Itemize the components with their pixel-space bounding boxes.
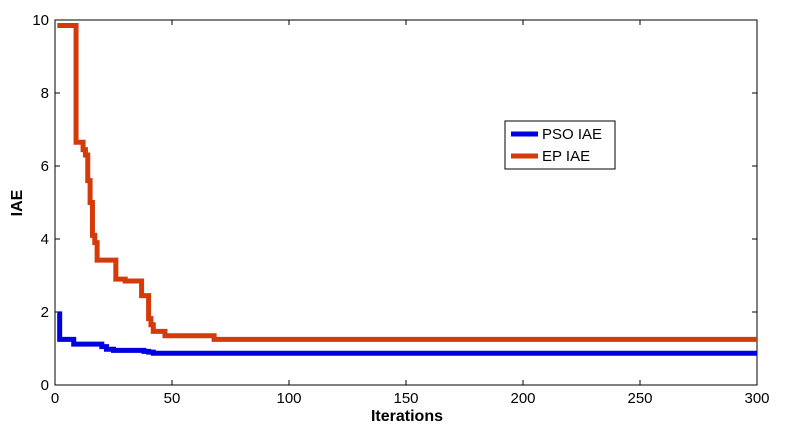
y-tick-label: 2: [41, 304, 49, 321]
y-tick-label: 6: [41, 158, 49, 175]
y-tick-label: 10: [32, 12, 49, 29]
plot-area: [54, 19, 758, 386]
legend: PSO IAE EP IAE: [504, 120, 616, 170]
series-line-ep-iae: [57, 22, 757, 342]
x-tick-label: 150: [393, 390, 418, 407]
legend-label-pso: PSO IAE: [542, 126, 602, 143]
x-tick-label: 50: [164, 390, 181, 407]
y-tick-label: 4: [41, 231, 49, 248]
x-tick-label: 100: [276, 390, 301, 407]
y-axis-title: IAE: [9, 189, 26, 216]
series-line-pso-iae: [57, 311, 757, 356]
x-axis-title: Iterations: [371, 408, 443, 425]
x-tick-label: 300: [744, 390, 769, 407]
axis-ticks: 0 50 100 150 200 250 300 0 2 4 6 8 10: [32, 12, 769, 407]
legend-box: [504, 120, 616, 170]
legend-label-ep: EP IAE: [542, 148, 590, 165]
y-tick-label: 0: [41, 377, 49, 394]
x-tick-label: 0: [51, 390, 59, 407]
y-tick-label: 8: [41, 85, 49, 102]
x-tick-label: 250: [627, 390, 652, 407]
series-lines: [57, 22, 757, 356]
x-tick-label: 200: [510, 390, 535, 407]
